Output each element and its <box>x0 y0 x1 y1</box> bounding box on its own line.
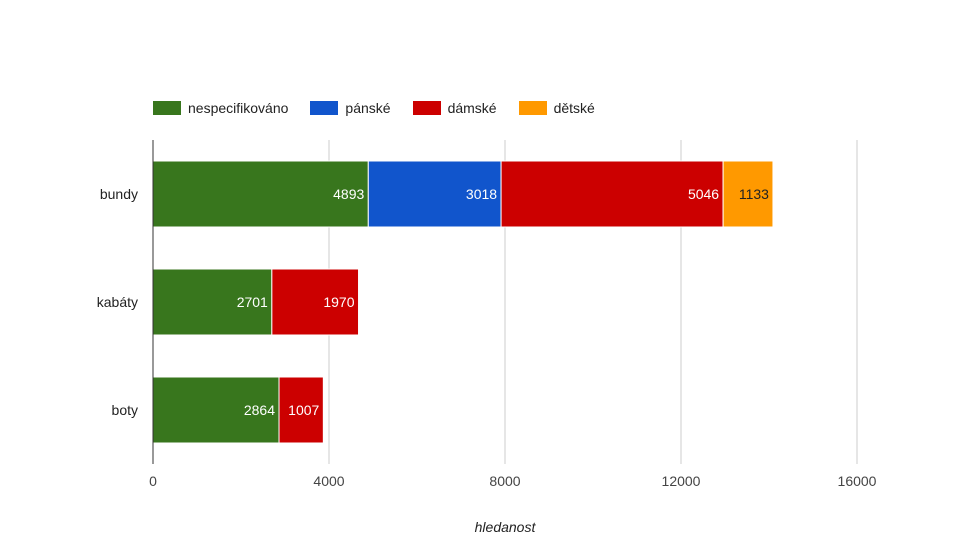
legend-item-detske[interactable]: dětské <box>518 100 595 116</box>
legend-swatch <box>412 101 441 115</box>
x-tick-label: 12000 <box>662 473 701 489</box>
legend-item-nespecifikovano[interactable]: nespecifikováno <box>153 100 288 116</box>
data-label: 4893 <box>333 186 364 202</box>
data-labels: 4893 3018 5046 1133 2701 1970 2864 1007 <box>237 186 769 418</box>
y-tick-label: kabáty <box>97 294 138 310</box>
legend-swatch <box>153 101 181 115</box>
data-label: 5046 <box>688 186 719 202</box>
bar-segment[interactable] <box>278 376 324 444</box>
x-tick-label: 8000 <box>489 473 520 489</box>
x-tick-label: 4000 <box>313 473 344 489</box>
chart-legend: nespecifikováno pánské dámské dětské <box>153 100 595 116</box>
data-label: 1133 <box>739 186 769 202</box>
data-label: 2701 <box>237 294 268 310</box>
legend-label: pánské <box>345 100 391 116</box>
data-label: 2864 <box>244 402 275 418</box>
y-axis-ticks: bundy kabáty boty <box>97 186 138 418</box>
legend-label: nespecifikováno <box>188 100 289 116</box>
legend-label: dámské <box>447 100 497 116</box>
x-tick-label: 16000 <box>838 473 877 489</box>
data-label: 1007 <box>288 402 319 418</box>
bar-segment[interactable] <box>152 160 369 228</box>
legend-item-panske[interactable]: pánské <box>310 100 391 116</box>
bars <box>152 160 774 444</box>
data-label: 1970 <box>323 294 354 310</box>
x-tick-label: 0 <box>149 473 157 489</box>
bar-segment[interactable] <box>500 160 724 228</box>
data-label: 3018 <box>466 186 497 202</box>
bar-segment[interactable] <box>271 268 360 336</box>
x-axis-ticks: 0 4000 8000 12000 16000 <box>149 473 877 489</box>
x-axis-title: hledanost <box>475 519 537 535</box>
y-tick-label: bundy <box>100 186 138 202</box>
bar-segment[interactable] <box>367 160 502 228</box>
bar-segment[interactable] <box>722 160 774 228</box>
legend-swatch <box>310 101 339 115</box>
legend-item-damske[interactable]: dámské <box>412 100 497 116</box>
y-tick-label: boty <box>112 402 138 418</box>
legend-swatch <box>518 101 547 115</box>
legend-label: dětské <box>553 100 595 116</box>
